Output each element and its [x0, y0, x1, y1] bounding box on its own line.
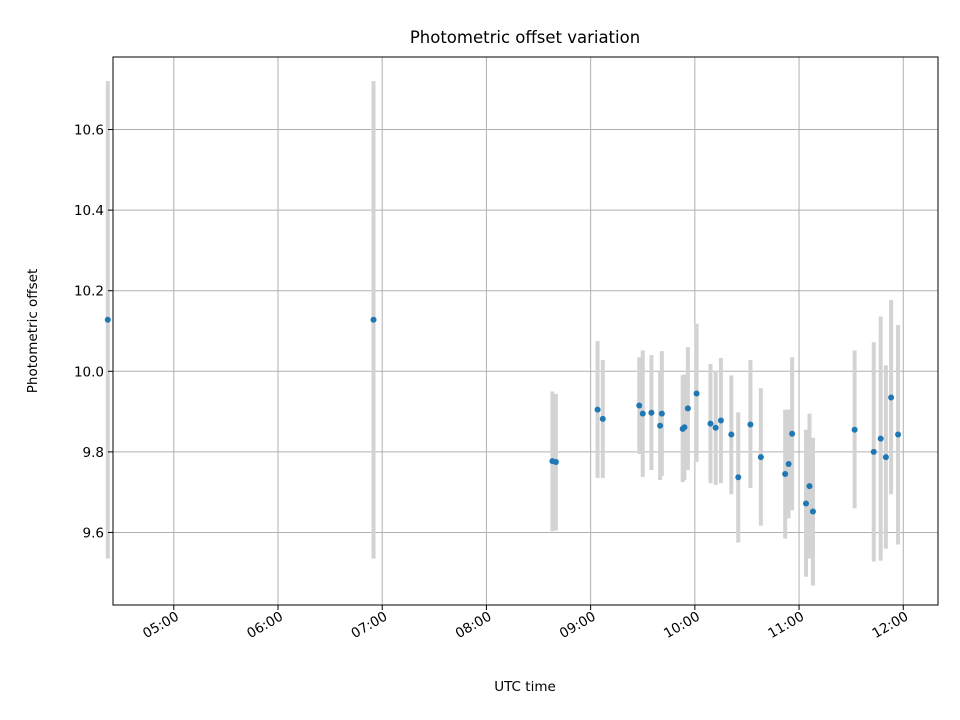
data-point [809, 508, 816, 515]
data-point [552, 458, 559, 465]
data-point [636, 402, 643, 409]
chart-title: Photometric offset variation [410, 28, 640, 47]
data-point [657, 422, 664, 429]
data-point [693, 390, 700, 397]
data-point [599, 415, 606, 422]
data-point [717, 417, 724, 424]
data-point [870, 448, 877, 455]
y-tick-label: 9.8 [83, 445, 104, 461]
data-point [789, 430, 796, 437]
data-point [594, 406, 601, 413]
data-point [782, 471, 789, 478]
data-point [803, 500, 809, 507]
data-point [785, 460, 792, 467]
grid [113, 57, 938, 605]
y-tick-label: 10.4 [74, 203, 104, 219]
plot-area [113, 57, 938, 605]
data-point [806, 483, 813, 490]
data-point [712, 424, 719, 431]
y-tick-label: 9.6 [83, 525, 104, 541]
y-tick-label: 10.2 [74, 284, 104, 300]
data-point [747, 421, 754, 428]
data-point [658, 410, 665, 417]
data-point [728, 431, 735, 438]
data-point [735, 474, 742, 481]
data-point [851, 426, 858, 433]
data-point [684, 405, 691, 412]
data-point [707, 420, 714, 427]
data-points [104, 316, 902, 515]
y-tick-label: 10.6 [74, 123, 104, 139]
data-point [370, 316, 377, 323]
y-axis-label: Photometric offset [25, 269, 41, 393]
data-point [877, 435, 884, 442]
data-point [895, 431, 902, 438]
x-axis-label: UTC time [494, 679, 556, 695]
data-point [648, 409, 655, 416]
data-point [882, 454, 889, 461]
axes-frame [112, 56, 939, 606]
data-point [757, 454, 764, 461]
y-axis-ticks: 9.6 9.8 10.0 10.2 10.4 10.6 [74, 123, 113, 541]
data-point [888, 394, 895, 401]
data-point [639, 410, 646, 417]
y-tick-label: 10.0 [74, 364, 104, 380]
data-point [681, 424, 688, 431]
data-point [104, 316, 111, 323]
